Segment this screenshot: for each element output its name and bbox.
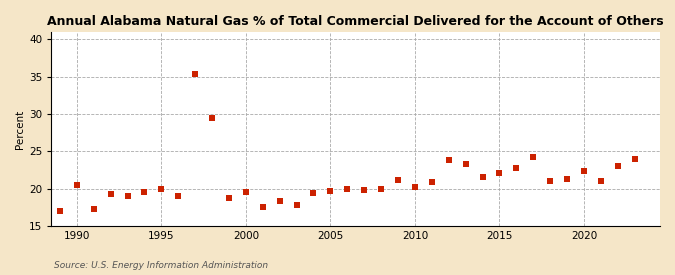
- Y-axis label: Percent: Percent: [15, 109, 25, 148]
- Point: [207, 116, 217, 120]
- Point: [460, 162, 471, 166]
- Point: [240, 189, 251, 194]
- Point: [72, 183, 82, 187]
- Point: [494, 171, 505, 175]
- Point: [308, 191, 319, 195]
- Title: Annual Alabama Natural Gas % of Total Commercial Delivered for the Account of Ot: Annual Alabama Natural Gas % of Total Co…: [47, 15, 664, 28]
- Point: [190, 72, 200, 77]
- Text: Source: U.S. Energy Information Administration: Source: U.S. Energy Information Administ…: [54, 260, 268, 270]
- Point: [595, 179, 606, 183]
- Point: [257, 205, 268, 210]
- Point: [88, 207, 99, 212]
- Point: [325, 189, 335, 193]
- Point: [376, 186, 387, 191]
- Point: [359, 188, 370, 192]
- Point: [528, 155, 539, 160]
- Point: [612, 164, 623, 168]
- Point: [156, 186, 167, 191]
- Point: [578, 169, 589, 174]
- Point: [511, 166, 522, 171]
- Point: [545, 179, 556, 183]
- Point: [629, 156, 640, 161]
- Point: [122, 194, 133, 198]
- Point: [443, 158, 454, 163]
- Point: [173, 194, 184, 198]
- Point: [105, 192, 116, 196]
- Point: [55, 209, 65, 213]
- Point: [562, 177, 572, 181]
- Point: [477, 175, 488, 180]
- Point: [291, 203, 302, 207]
- Point: [427, 180, 437, 184]
- Point: [342, 186, 352, 191]
- Point: [274, 199, 285, 204]
- Point: [393, 178, 404, 183]
- Point: [410, 185, 421, 189]
- Point: [139, 190, 150, 194]
- Point: [223, 196, 234, 200]
